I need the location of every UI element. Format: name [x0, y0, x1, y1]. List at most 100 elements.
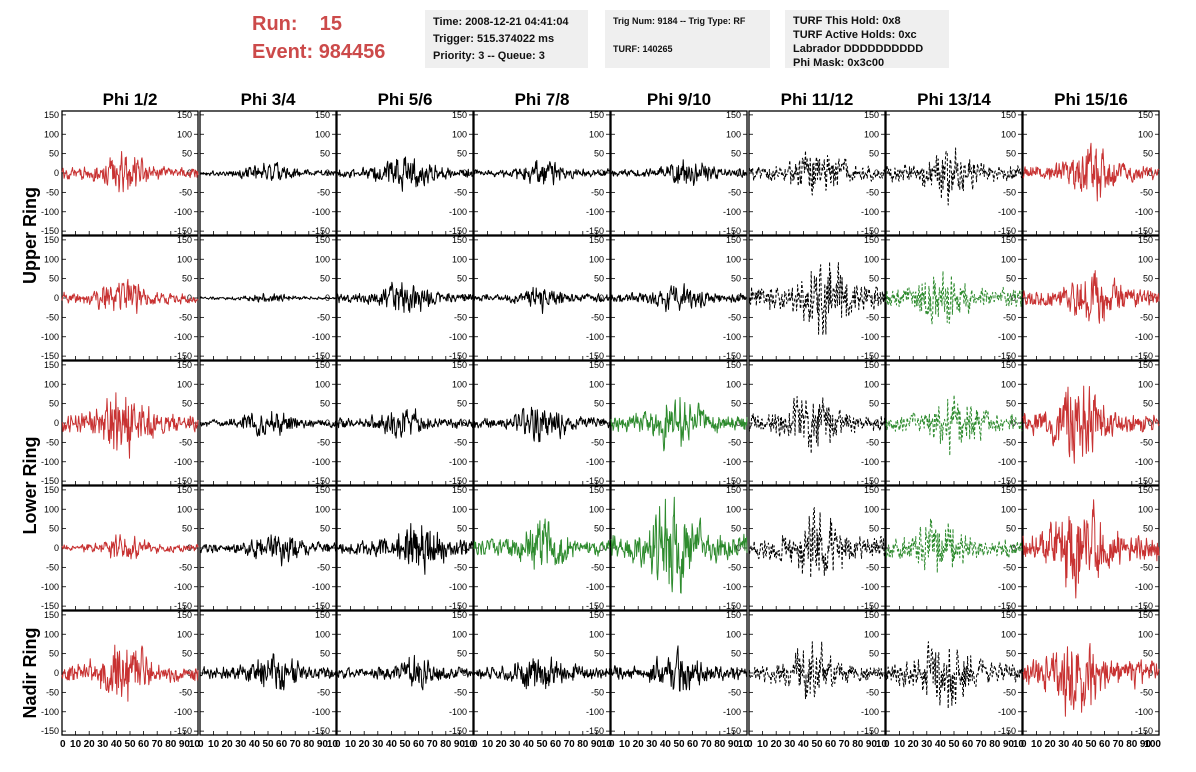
y-tick-label: 150 [44, 610, 59, 620]
run-value: 15 [319, 13, 343, 35]
x-tick-label: 60 [1099, 739, 1111, 750]
y-tick-label: 150 [1138, 610, 1153, 620]
y-tick-label: 100 [315, 379, 330, 389]
x-tick-label: 10 [1013, 739, 1025, 750]
y-tick-label: 50 [1143, 649, 1153, 659]
y-tick-label: 100 [315, 129, 330, 139]
x-tick-label: 30 [509, 739, 521, 750]
y-tick-label: -50 [46, 437, 59, 447]
y-tick-label: 150 [1001, 235, 1016, 245]
x-tick-label: 0 [60, 739, 66, 750]
y-tick-label: -150 [723, 726, 741, 736]
y-tick-label: -100 [312, 332, 330, 342]
x-tick-label: 60 [962, 739, 974, 750]
y-tick-label: -50 [454, 437, 467, 447]
y-tick-label: -100 [998, 332, 1016, 342]
y-tick-label: -50 [1003, 562, 1016, 572]
y-tick-label: -50 [46, 687, 59, 697]
y-tick-label: 0 [1011, 543, 1016, 553]
y-tick-label: -50 [591, 187, 604, 197]
y-tick-label: 0 [1148, 668, 1153, 678]
y-tick-label: -50 [591, 437, 604, 447]
y-tick-label: -50 [317, 562, 330, 572]
x-tick-label: 60 [138, 739, 150, 750]
y-tick-label: 50 [182, 149, 192, 159]
waveform-line [1022, 270, 1160, 324]
y-tick-label: 0 [736, 668, 741, 678]
y-tick-label: -100 [861, 457, 879, 467]
x-tick-label: 10 [876, 739, 888, 750]
x-tick-label: 10 [464, 739, 476, 750]
waveform-line [336, 654, 474, 691]
waveform-line [885, 394, 1023, 457]
y-tick-label: -150 [998, 476, 1016, 486]
waveform-line [473, 159, 611, 186]
y-tick-label: -150 [861, 226, 879, 236]
y-tick-label: 50 [869, 399, 879, 409]
y-tick-label: -100 [41, 707, 59, 717]
x-tick-label: 40 [111, 739, 123, 750]
waveform-line [748, 150, 886, 196]
y-tick-label: -50 [728, 562, 741, 572]
y-tick-label: 0 [187, 293, 192, 303]
y-tick-label: 150 [177, 485, 192, 495]
x-tick-label: 10 [345, 739, 357, 750]
y-tick-label: 0 [874, 668, 879, 678]
y-tick-label: 50 [49, 149, 59, 159]
y-tick-label: 100 [726, 504, 741, 514]
y-tick-label: 100 [864, 254, 879, 264]
labrador-line: Labrador DDDDDDDDDD [793, 43, 924, 55]
y-tick-label: -100 [998, 582, 1016, 592]
y-tick-label: 150 [452, 235, 467, 245]
waveform-line [61, 151, 199, 193]
x-tick-label: 10 [208, 739, 220, 750]
y-tick-label: 100 [1138, 629, 1153, 639]
x-tick-label: 60 [276, 739, 288, 750]
y-tick-label: -150 [41, 476, 59, 486]
x-tick-label: 0 [1021, 739, 1027, 750]
y-tick-label: -100 [41, 582, 59, 592]
y-tick-label: 0 [54, 543, 59, 553]
y-tick-label: -150 [998, 601, 1016, 611]
x-tick-label: 40 [249, 739, 261, 750]
y-tick-label: 50 [320, 649, 330, 659]
y-tick-label: 50 [457, 649, 467, 659]
x-tick-label: 50 [536, 739, 548, 750]
y-tick-label: -150 [861, 726, 879, 736]
y-tick-label: 150 [315, 610, 330, 620]
y-tick-label: 100 [589, 629, 604, 639]
y-tick-label: 0 [599, 668, 604, 678]
y-tick-label: 50 [594, 399, 604, 409]
waveform-line [473, 286, 611, 314]
x-tick-label: 50 [811, 739, 823, 750]
y-tick-label: -100 [174, 707, 192, 717]
y-tick-label: -150 [312, 601, 330, 611]
y-tick-label: 50 [1006, 524, 1016, 534]
y-tick-label: -50 [1140, 687, 1153, 697]
y-tick-label: 0 [54, 293, 59, 303]
y-tick-label: 150 [44, 235, 59, 245]
y-tick-label: -150 [998, 726, 1016, 736]
x-tick-label: 70 [427, 739, 439, 750]
y-tick-label: 100 [726, 629, 741, 639]
y-tick-label: -50 [179, 562, 192, 572]
y-tick-label: 50 [869, 524, 879, 534]
x-tick-label: 30 [97, 739, 109, 750]
y-tick-label: 150 [44, 485, 59, 495]
x-tick-label: 100 [1144, 739, 1161, 750]
y-tick-label: 0 [1011, 168, 1016, 178]
waveform-line [610, 159, 748, 186]
y-tick-label: 150 [1001, 610, 1016, 620]
y-tick-label: -50 [728, 687, 741, 697]
y-tick-label: 50 [182, 399, 192, 409]
y-tick-label: 50 [1143, 149, 1153, 159]
y-tick-label: 0 [325, 418, 330, 428]
y-tick-label: -50 [317, 687, 330, 697]
